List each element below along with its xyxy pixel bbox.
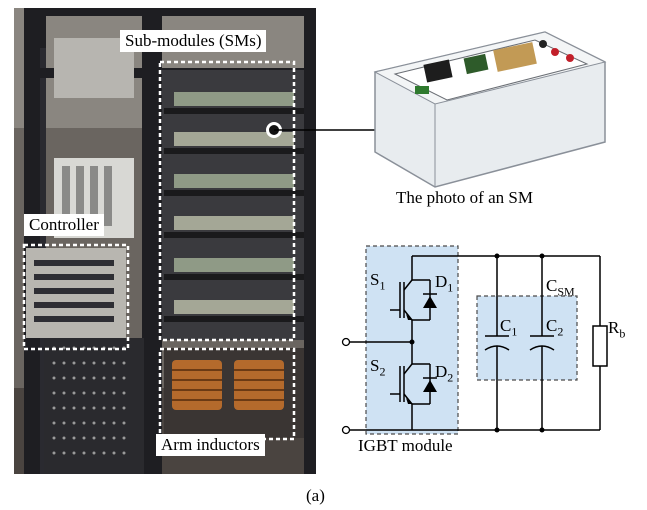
rb-label: Rb bbox=[608, 318, 626, 341]
controller-label: Controller bbox=[24, 214, 104, 236]
d1-label: D1 bbox=[435, 272, 454, 295]
csm-label: CSM bbox=[546, 276, 575, 299]
sm-photo-graphic bbox=[373, 31, 607, 188]
sm-photo-caption: The photo of an SM bbox=[396, 188, 533, 207]
rack-photo-graphic bbox=[14, 8, 316, 474]
callout-line bbox=[274, 129, 382, 131]
s1-label: S1 bbox=[370, 270, 386, 293]
arm-inductors-label: Arm inductors bbox=[156, 434, 265, 456]
sm-photo bbox=[355, 22, 613, 192]
c1-label: C1 bbox=[500, 316, 518, 339]
submodules-label: Sub-modules (SMs) bbox=[120, 30, 267, 52]
s2-label: S2 bbox=[370, 356, 386, 379]
d2-label: D2 bbox=[435, 362, 454, 385]
rack-photo bbox=[14, 8, 316, 474]
capacitor-box bbox=[476, 295, 578, 381]
sm-circuit-graphic bbox=[341, 245, 608, 435]
igbt-module-label: IGBT module bbox=[358, 436, 453, 455]
sm-circuit: S1 D1 S2 D2 C1 C2 CSM Rb IGBT module bbox=[330, 238, 630, 460]
panel-label: (a) bbox=[306, 486, 325, 505]
c2-label: C2 bbox=[546, 316, 564, 339]
